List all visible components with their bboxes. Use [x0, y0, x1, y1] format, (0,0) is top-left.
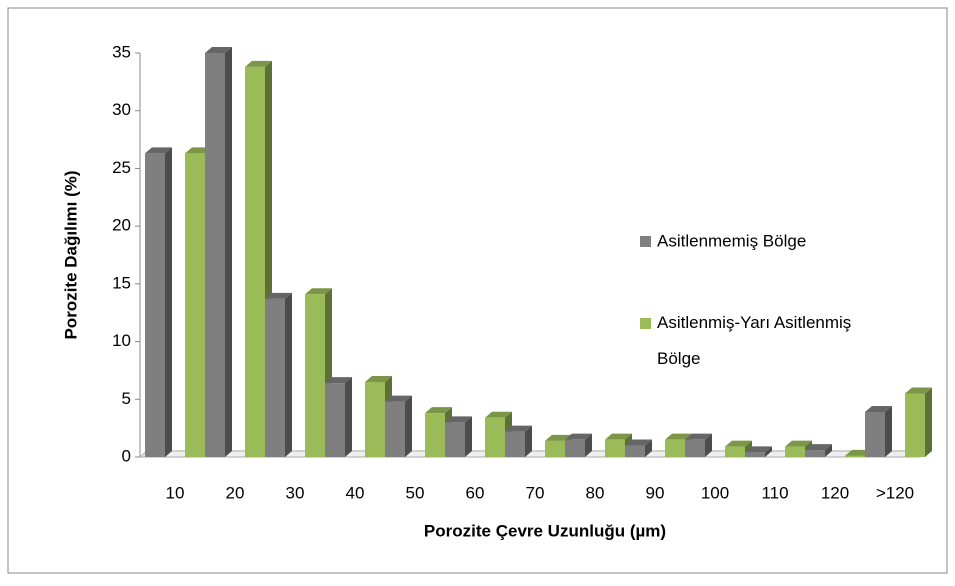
y-tick-label: 20: [112, 216, 131, 235]
bar: [365, 381, 385, 457]
bar-top: [305, 288, 332, 295]
bar-side: [345, 377, 352, 457]
y-tick-label: 25: [112, 158, 131, 177]
x-tick-label: 20: [226, 483, 245, 502]
bar: [725, 446, 745, 457]
legend-swatch: [640, 318, 651, 329]
bar-top: [685, 433, 712, 440]
bar-top: [365, 375, 392, 382]
bar: [265, 298, 285, 457]
bar-top: [605, 433, 632, 440]
bar: [905, 393, 925, 457]
bar: [145, 153, 165, 457]
bar: [385, 401, 405, 457]
bar: [205, 53, 225, 457]
y-tick-label: 30: [112, 100, 131, 119]
bar: [805, 450, 825, 457]
bar-top: [745, 446, 772, 453]
bar: [865, 411, 885, 457]
legend-label: Asitlenmemiş Bölge: [657, 231, 806, 250]
bar-top: [385, 395, 412, 402]
bar: [445, 422, 465, 457]
x-tick-label: 10: [166, 483, 185, 502]
y-tick-label: 5: [122, 389, 131, 408]
y-tick-label: 15: [112, 273, 131, 292]
bar-top: [905, 387, 932, 394]
bar: [745, 452, 765, 457]
bar-top: [565, 433, 592, 440]
bar-side: [825, 444, 832, 457]
bar-top: [145, 147, 172, 154]
legend-swatch: [640, 236, 651, 247]
y-axis-label: Porozite Dağılımı (%): [61, 170, 80, 339]
bar: [685, 439, 705, 457]
bar-side: [585, 433, 592, 457]
y-tick-label: 10: [112, 331, 131, 350]
bar: [605, 439, 625, 457]
x-tick-label: 100: [701, 483, 729, 502]
bar-side: [525, 425, 532, 457]
bar: [245, 66, 265, 457]
bar-top: [445, 416, 472, 423]
bar-top: [725, 440, 752, 447]
x-axis-label: Porozite Çevre Uzunluğu (µm): [424, 521, 666, 540]
bar: [425, 413, 445, 457]
bar-top: [665, 433, 692, 440]
bar: [665, 439, 685, 457]
x-tick-label: 30: [286, 483, 305, 502]
x-tick-label: 70: [526, 483, 545, 502]
bar: [485, 417, 505, 457]
bar-top: [545, 434, 572, 441]
bar-top: [325, 377, 352, 384]
x-tick-label: 110: [761, 483, 788, 502]
x-tick-label: 40: [346, 483, 365, 502]
bar-side: [405, 395, 412, 457]
y-tick-label: 0: [122, 446, 131, 465]
bar-side: [645, 439, 652, 457]
bar: [185, 153, 205, 457]
bar-side: [285, 292, 292, 457]
x-tick-label: 80: [586, 483, 605, 502]
bar-side: [705, 433, 712, 457]
bar: [565, 439, 585, 457]
bar-top: [265, 292, 292, 299]
y-tick-label: 35: [112, 42, 131, 61]
bar-top: [425, 407, 452, 414]
bar-top: [625, 439, 652, 446]
bar-top: [245, 60, 272, 67]
bar: [625, 445, 645, 457]
x-tick-label: 90: [646, 483, 665, 502]
bar-top: [785, 440, 812, 447]
bar-side: [225, 47, 232, 457]
bar-side: [165, 147, 172, 457]
bar: [845, 455, 865, 457]
bar-side: [925, 387, 932, 457]
x-tick-label: 60: [466, 483, 485, 502]
bar: [305, 294, 325, 457]
bar: [545, 440, 565, 457]
bar: [785, 446, 805, 457]
x-tick-label: 120: [821, 483, 849, 502]
bar: [325, 383, 345, 457]
bar-top: [805, 444, 832, 451]
bar-top: [205, 47, 232, 53]
bar-side: [465, 416, 472, 457]
x-tick-label: 50: [406, 483, 425, 502]
bar-side: [765, 446, 772, 457]
bar-side: [885, 405, 892, 457]
bar-top: [505, 425, 532, 432]
x-tick-label: >120: [876, 483, 914, 502]
bar-top: [485, 411, 512, 418]
bar: [505, 431, 525, 457]
bar-top: [865, 405, 892, 412]
legend-label: Asitlenmiş-Yarı Asitlenmiş Bölge: [657, 313, 851, 368]
